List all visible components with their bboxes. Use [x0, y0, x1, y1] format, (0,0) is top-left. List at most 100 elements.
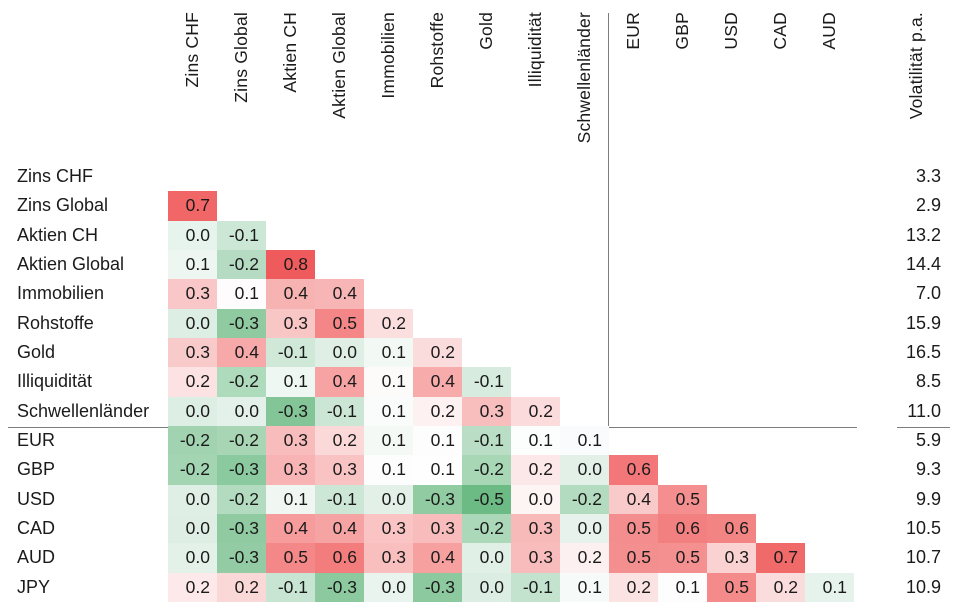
row-label-zins-global: Zins Global: [17, 195, 109, 216]
row-label-rohstoffe: Rohstoffe: [17, 312, 94, 333]
correlation-cell: 0.3: [266, 426, 315, 456]
correlation-cell: -0.1: [315, 484, 364, 515]
row-label-cad: CAD: [17, 518, 56, 539]
column-header-immobilien: Immobilien: [364, 12, 413, 99]
row-label-usd: USD: [17, 488, 56, 509]
correlation-cell: -0.2: [462, 514, 511, 544]
row-label-jpy: JPY: [17, 576, 51, 597]
correlation-cell: -0.3: [413, 484, 462, 515]
correlation-cell: -0.2: [217, 426, 266, 456]
correlation-cell: 0.7: [756, 543, 805, 573]
row-label-gbp: GBP: [17, 459, 56, 480]
correlation-cell: 0.0: [462, 572, 511, 603]
correlation-cell: 0.0: [364, 484, 413, 515]
correlation-cell: 0.1: [168, 250, 217, 280]
correlation-cell: 0.1: [364, 455, 413, 485]
correlation-cell: 0.3: [364, 543, 413, 573]
row-label-schwellenl-nder: Schwellenländer: [17, 400, 150, 421]
correlation-cell: 0.5: [315, 308, 364, 339]
volatility-divider-line: [897, 427, 950, 428]
correlation-cell: 0.4: [217, 338, 266, 368]
correlation-cell: -0.3: [217, 514, 266, 544]
correlation-cell: 0.1: [217, 279, 266, 309]
correlation-cell: 0.3: [413, 514, 462, 544]
correlation-cell: 0.2: [168, 572, 217, 603]
correlation-cell: -0.3: [217, 455, 266, 485]
correlation-cell: 0.2: [511, 396, 560, 427]
column-header-illiquidit-t: Illiquidität: [511, 12, 560, 87]
column-header-cad: CAD: [756, 12, 805, 50]
volatility-header: Volatilität p.a.: [893, 12, 941, 119]
correlation-cell: 0.1: [266, 367, 315, 397]
row-label-aktien-global: Aktien Global: [17, 254, 125, 275]
column-header-zins-global: Zins Global: [217, 12, 266, 103]
correlation-cell: 0.1: [805, 572, 854, 603]
row-label-aktien-ch: Aktien CH: [17, 224, 99, 245]
correlation-cell: 0.5: [266, 543, 315, 573]
correlation-cell: 0.3: [266, 455, 315, 485]
row-label-eur: EUR: [17, 430, 56, 451]
correlation-cell: 0.5: [658, 484, 707, 515]
correlation-cell: 0.2: [511, 455, 560, 485]
correlation-cell: -0.2: [217, 484, 266, 515]
correlation-cell: -0.1: [217, 220, 266, 250]
column-header-gold: Gold: [462, 12, 511, 50]
correlation-cell: 0.2: [364, 308, 413, 339]
correlation-cell: 0.5: [658, 543, 707, 573]
correlation-cell: -0.3: [413, 572, 462, 603]
correlation-cell: -0.3: [217, 308, 266, 339]
correlation-cell: 0.0: [462, 543, 511, 573]
correlation-cell: 0.0: [168, 543, 217, 573]
correlation-cell: 0.4: [315, 514, 364, 544]
correlation-cell: 0.2: [217, 572, 266, 603]
correlation-cell: 0.5: [609, 543, 658, 573]
column-header-label: Immobilien: [377, 12, 398, 99]
column-header-aud: AUD: [805, 12, 854, 50]
correlation-cell: -0.3: [315, 572, 364, 603]
volatility-value: 3.3: [915, 166, 941, 186]
correlation-cell: 0.1: [364, 367, 413, 397]
correlation-cell: -0.1: [315, 396, 364, 427]
column-header-label: Aktien CH: [279, 12, 300, 93]
correlation-cell: -0.2: [168, 426, 217, 456]
column-header-label: USD: [720, 12, 741, 50]
correlation-cell: 0.3: [462, 396, 511, 427]
volatility-header-label: Volatilität p.a.: [906, 12, 927, 120]
correlation-cell: 0.0: [168, 514, 217, 544]
row-label-illiquidit-t: Illiquidität: [17, 371, 93, 392]
correlation-cell: 0.1: [560, 572, 609, 603]
row-label-aud: AUD: [17, 547, 56, 568]
correlation-cell: 0.3: [315, 455, 364, 485]
correlation-cell: -0.2: [217, 250, 266, 280]
correlation-cell: -0.3: [266, 396, 315, 427]
column-group-divider-line: [608, 13, 609, 602]
correlation-cell: 0.6: [658, 514, 707, 544]
correlation-cell: 0.6: [609, 455, 658, 485]
correlation-cell: 0.6: [707, 514, 756, 544]
correlation-cell: -0.3: [217, 543, 266, 573]
volatility-value: 16.5: [905, 342, 941, 363]
correlation-cell: 0.4: [266, 514, 315, 544]
correlation-cell: 0.0: [168, 484, 217, 515]
row-label-gold: Gold: [17, 342, 56, 363]
correlation-cell: 0.1: [511, 426, 560, 456]
correlation-cell: 0.0: [315, 338, 364, 368]
correlation-cell: -0.1: [462, 426, 511, 456]
volatility-value: 9.3: [915, 459, 941, 480]
column-header-schwellenl-nder: Schwellenländer: [560, 12, 609, 143]
correlation-cell: 0.0: [168, 396, 217, 427]
correlation-cell: -0.2: [462, 455, 511, 485]
correlation-cell: 0.3: [364, 514, 413, 544]
column-header-aktien-global: Aktien Global: [315, 12, 364, 119]
row-label-immobilien: Immobilien: [17, 283, 105, 304]
correlation-cell: 0.4: [315, 367, 364, 397]
correlation-cell: -0.1: [462, 367, 511, 397]
column-header-label: Gold: [475, 12, 496, 50]
correlation-cell: 0.3: [511, 514, 560, 544]
correlation-cell: 0.0: [217, 396, 266, 427]
correlation-cell: 0.4: [609, 484, 658, 515]
correlation-cell: 0.1: [560, 426, 609, 456]
correlation-cell: 0.1: [364, 338, 413, 368]
column-header-label: Zins Global: [230, 12, 251, 103]
